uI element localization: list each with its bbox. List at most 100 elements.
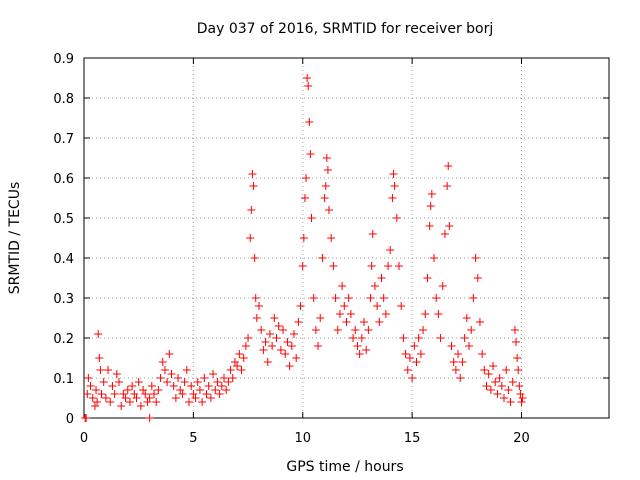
data-point: [104, 366, 113, 374]
data-point: [96, 366, 105, 374]
data-point: [180, 378, 189, 386]
data-point: [399, 334, 408, 342]
x-axis-label: GPS time / hours: [286, 459, 403, 475]
data-point: [510, 326, 519, 334]
data-point: [235, 350, 244, 358]
data-point: [445, 222, 454, 230]
data-point: [335, 310, 344, 318]
data-point: [167, 370, 176, 378]
data-point: [344, 294, 353, 302]
data-point: [506, 398, 515, 406]
data-point: [294, 318, 303, 326]
data-point: [478, 350, 487, 358]
data-point: [491, 378, 500, 386]
data-point: [467, 326, 476, 334]
data-point: [427, 190, 436, 198]
data-point: [379, 294, 388, 302]
data-point: [171, 394, 180, 402]
data-point: [390, 182, 399, 190]
data-point: [150, 390, 158, 398]
data-point: [512, 338, 521, 346]
data-point: [454, 350, 463, 358]
data-point: [272, 334, 281, 342]
data-series: [81, 74, 527, 422]
data-point: [86, 382, 95, 390]
data-point: [281, 350, 290, 358]
data-point: [132, 394, 141, 402]
data-point: [423, 274, 432, 282]
data-point: [480, 366, 489, 374]
data-point: [222, 386, 231, 394]
data-point: [226, 366, 235, 374]
data-point: [401, 350, 410, 358]
data-point: [176, 386, 185, 394]
data-point: [88, 394, 97, 402]
data-point: [220, 374, 228, 382]
data-point: [99, 378, 108, 386]
data-point: [375, 318, 384, 326]
data-point: [187, 382, 196, 390]
data-point: [449, 358, 458, 366]
data-point: [471, 254, 480, 262]
data-point: [458, 358, 467, 366]
data-point: [500, 394, 508, 402]
data-point: [296, 302, 305, 310]
data-point: [125, 398, 134, 406]
data-point: [475, 318, 484, 326]
data-point: [515, 382, 524, 390]
data-point: [248, 170, 257, 178]
y-tick-label: 0.8: [53, 92, 74, 107]
data-point: [456, 374, 465, 382]
data-point: [465, 342, 473, 350]
data-point: [160, 366, 169, 374]
y-tick-label: 0.6: [53, 172, 74, 187]
data-point: [386, 246, 395, 254]
data-point: [185, 398, 193, 406]
data-point: [246, 234, 255, 242]
data-point: [283, 338, 292, 346]
y-tick-label: 0.9: [53, 52, 74, 67]
data-point: [495, 374, 504, 382]
data-point: [244, 334, 253, 342]
data-point: [206, 394, 215, 402]
data-point: [145, 394, 154, 402]
y-tick-label: 0.5: [53, 212, 74, 227]
data-point: [414, 334, 423, 342]
data-point: [189, 390, 198, 398]
data-point: [108, 382, 117, 390]
data-point: [250, 254, 259, 262]
data-point: [513, 354, 522, 362]
data-point: [119, 390, 128, 398]
data-point: [440, 230, 449, 238]
grid-lines: [84, 58, 609, 418]
data-point: [362, 346, 371, 354]
axis-ticks: 0 0.1 0.2 0.3 0.4 0.5 0.6 0.7 0.8 0.9 0 5 10 15 20: [53, 52, 609, 446]
data-point: [397, 302, 406, 310]
data-point: [130, 390, 139, 398]
data-point: [432, 294, 441, 302]
data-point: [195, 386, 204, 394]
data-point: [268, 342, 277, 350]
data-point: [403, 366, 412, 374]
data-point: [93, 398, 102, 406]
data-point: [305, 118, 314, 126]
data-point: [290, 330, 298, 338]
data-point: [249, 182, 258, 190]
data-point: [436, 334, 445, 342]
data-point: [388, 194, 397, 202]
data-point: [237, 366, 246, 374]
data-point: [169, 382, 178, 390]
data-point: [83, 390, 92, 398]
data-point: [303, 74, 312, 82]
data-point: [419, 326, 428, 334]
data-point: [270, 314, 279, 322]
data-point: [493, 390, 502, 398]
data-point: [516, 390, 525, 398]
data-point: [261, 338, 270, 346]
data-point: [316, 314, 325, 322]
data-point: [154, 386, 163, 394]
data-point: [514, 366, 523, 374]
data-point: [381, 310, 390, 318]
data-point: [304, 82, 313, 90]
